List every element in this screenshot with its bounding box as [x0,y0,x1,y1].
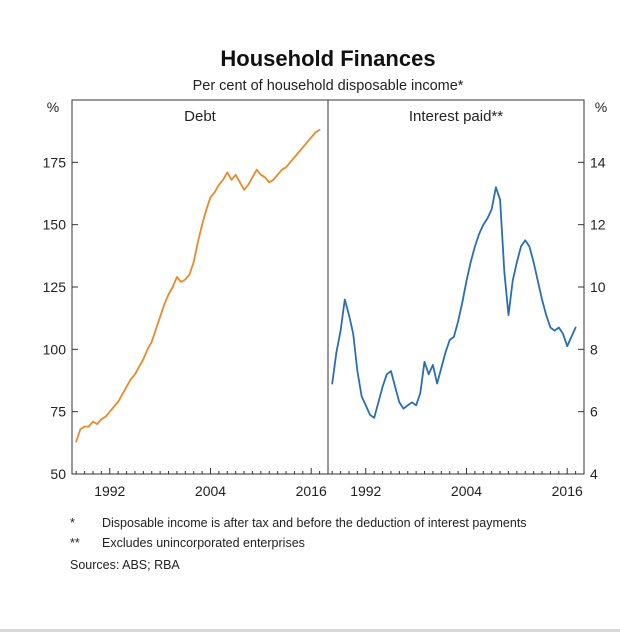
chart-subtitle: Per cent of household disposable income* [193,78,464,94]
left-axis-unit: % [47,99,59,115]
y-tick-label: 8 [590,341,598,357]
x-tick-label: 2004 [195,483,226,499]
y-tick-label: 12 [590,217,606,233]
y-tick-label: 175 [43,154,67,170]
y-tick-label: 10 [590,279,606,295]
debt-series-line [75,129,321,443]
panel-label-interest-paid: Interest paid** [409,108,503,125]
interest-paid-series-line [331,186,577,419]
x-tick-label: 1992 [350,483,381,499]
household-finances-chart: Household Finances Per cent of household… [43,46,608,499]
chart-marks: 50 75 100 125 150 175 1992 2004 2016 4 6 8 10 12 14 199… [43,129,606,499]
footnote-mark: ** [70,536,80,550]
bottom-rule [0,629,620,632]
y-tick-label: 6 [590,404,598,420]
footnote: * Disposable income is after tax and bef… [70,515,570,531]
x-tick-label: 2016 [552,483,583,499]
x-tick-label: 1992 [94,483,125,499]
panel-label-debt: Debt [184,108,217,125]
footnotes: * Disposable income is after tax and bef… [70,515,570,573]
right-axis-unit: % [595,99,607,115]
y-tick-label: 150 [43,217,67,233]
footnote: ** Excludes unincorporated enterprises [70,535,570,551]
y-tick-label: 14 [590,154,606,170]
y-tick-label: 4 [590,466,598,482]
footnote-mark: * [70,516,75,530]
chart-title: Household Finances [220,46,435,71]
y-tick-label: 125 [43,279,67,295]
y-tick-label: 50 [50,466,66,482]
y-tick-label: 75 [50,404,66,420]
x-tick-label: 2016 [296,483,327,499]
y-tick-label: 100 [43,341,67,357]
footnote-text: Disposable income is after tax and befor… [102,516,527,530]
footnote-text: Excludes unincorporated enterprises [102,536,305,550]
x-tick-label: 2004 [451,483,482,499]
sources: Sources: ABS; RBA [70,558,180,572]
